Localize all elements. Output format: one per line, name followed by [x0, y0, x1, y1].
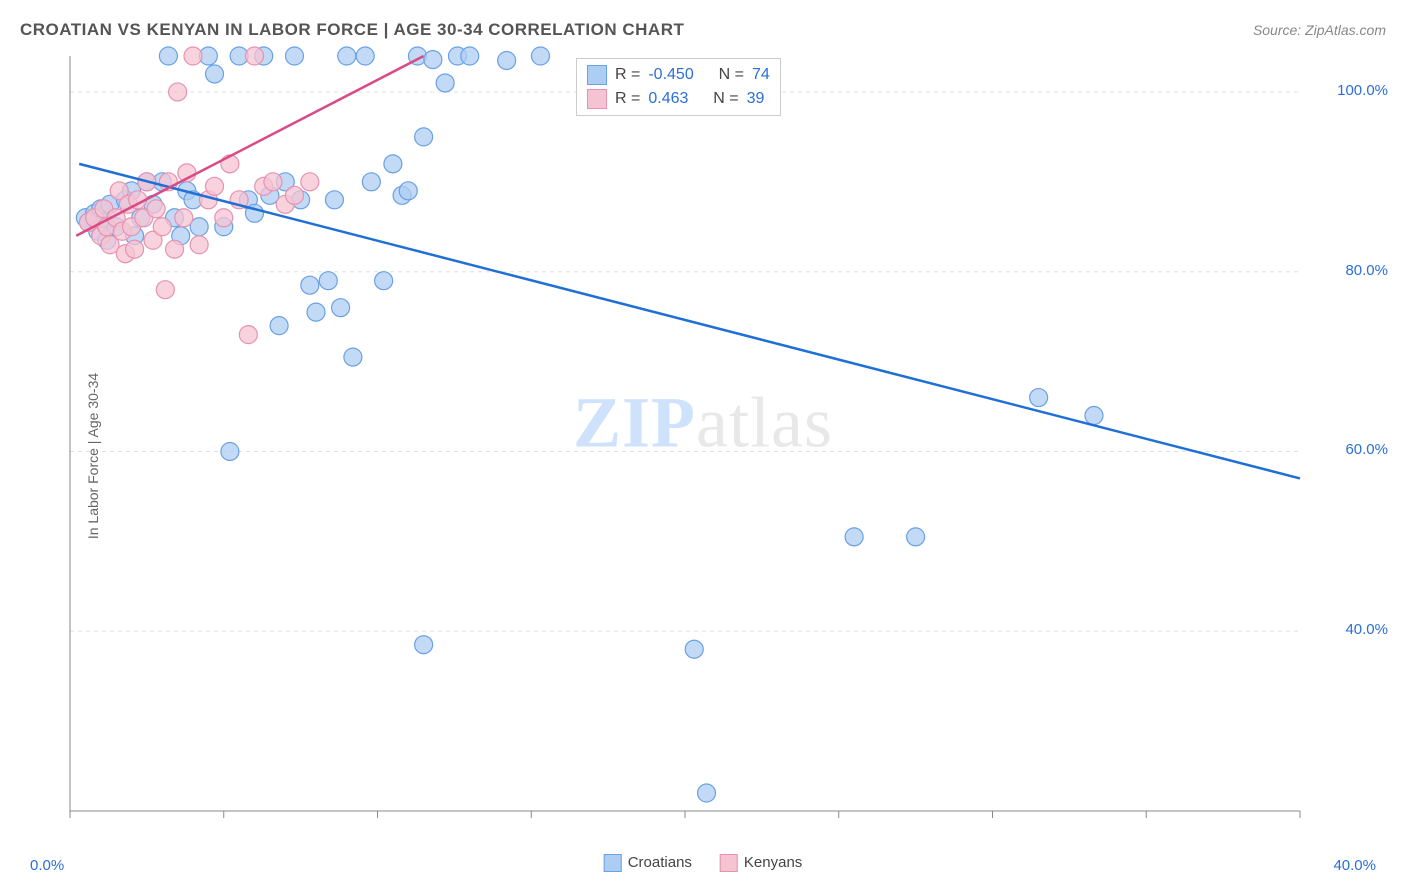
- swatch-sm-croatians: [587, 65, 607, 85]
- scatter-plot: [20, 46, 1386, 866]
- y-tick-label: 40.0%: [1345, 621, 1388, 638]
- chart-source: Source: ZipAtlas.com: [1253, 22, 1386, 38]
- legend-bottom: Croatians Kenyans: [604, 854, 803, 872]
- y-tick-label: 60.0%: [1345, 441, 1388, 458]
- y-tick-label: 80.0%: [1345, 262, 1388, 279]
- stats-legend-box: R = -0.450 N = 74 R = 0.463 N = 39: [576, 58, 781, 116]
- stats-row-kenyans: R = 0.463 N = 39: [587, 87, 770, 111]
- swatch-sm-kenyans: [587, 89, 607, 109]
- stats-row-croatians: R = -0.450 N = 74: [587, 63, 770, 87]
- x-tick-min: 0.0%: [30, 857, 64, 874]
- legend-item-kenyans: Kenyans: [720, 854, 802, 872]
- chart-header: CROATIAN VS KENYAN IN LABOR FORCE | AGE …: [20, 20, 1386, 40]
- swatch-kenyans: [720, 854, 738, 872]
- swatch-croatians: [604, 854, 622, 872]
- chart-title: CROATIAN VS KENYAN IN LABOR FORCE | AGE …: [20, 20, 684, 40]
- legend-item-croatians: Croatians: [604, 854, 692, 872]
- y-tick-label: 100.0%: [1337, 82, 1388, 99]
- y-axis-label: In Labor Force | Age 30-34: [85, 373, 101, 539]
- x-tick-max: 40.0%: [1333, 857, 1376, 874]
- chart-container: ZIPatlas In Labor Force | Age 30-34 40.0…: [20, 46, 1386, 866]
